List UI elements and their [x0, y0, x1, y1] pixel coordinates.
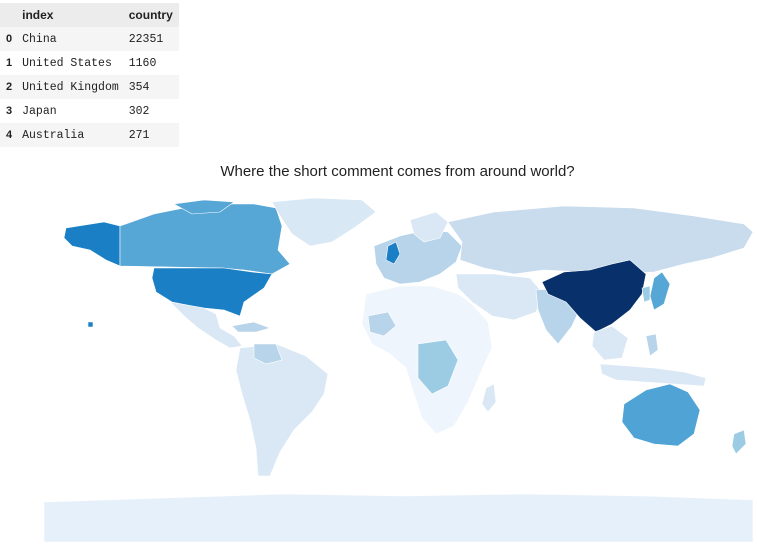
- table-row: 3 Japan 302: [0, 99, 179, 123]
- mexico-region[interactable]: [169, 301, 243, 349]
- south-america-accent[interactable]: [253, 343, 283, 365]
- hawaii-region[interactable]: [87, 321, 94, 328]
- country-name-cell: United Kingdom: [22, 80, 119, 94]
- index-column-header: [0, 3, 19, 27]
- country-name-cell: United States: [22, 56, 112, 70]
- russia-region[interactable]: [447, 205, 753, 275]
- canada-region[interactable]: [119, 203, 291, 275]
- southeast-asia-region[interactable]: [591, 325, 629, 361]
- table-column-header: index: [18, 3, 125, 27]
- country-name-cell: Australia: [22, 128, 85, 142]
- table-header-row: index country: [0, 3, 179, 27]
- comment-count-cell: 271: [128, 128, 150, 142]
- africa-accent-region[interactable]: [417, 339, 459, 395]
- data-table: index country 0 China 22351 1 United Sta…: [0, 3, 179, 147]
- south-america-region[interactable]: [235, 343, 329, 477]
- row-index: 2: [6, 81, 13, 93]
- united-states-region[interactable]: [151, 267, 273, 317]
- china-region[interactable]: [541, 259, 647, 333]
- comment-count-cell: 302: [128, 104, 150, 118]
- world-choropleth-map: [44, 198, 753, 542]
- comment-count-cell: 354: [128, 80, 150, 94]
- table-row: 0 China 22351: [0, 27, 179, 51]
- philippines-region[interactable]: [645, 333, 659, 357]
- australia-region[interactable]: [621, 383, 701, 447]
- row-index: 1: [6, 57, 13, 69]
- table-row: 1 United States 1160: [0, 51, 179, 75]
- row-index: 3: [6, 105, 13, 117]
- table-row: 4 Australia 271: [0, 123, 179, 147]
- japan-region[interactable]: [649, 271, 671, 311]
- comment-count-cell: 22351: [128, 32, 164, 46]
- korea-region[interactable]: [641, 285, 651, 303]
- indonesia-region[interactable]: [599, 363, 707, 387]
- table-row: 2 United Kingdom 354: [0, 75, 179, 99]
- comment-count-cell: 1160: [128, 56, 157, 70]
- map-title: Where the short comment comes from aroun…: [220, 163, 575, 180]
- scandinavia-region[interactable]: [409, 211, 449, 243]
- antarctica-region[interactable]: [44, 493, 753, 542]
- middle-east-region[interactable]: [455, 273, 545, 321]
- country-name-cell: Japan: [22, 104, 57, 118]
- new-zealand-region[interactable]: [731, 429, 747, 455]
- africa-west-accent[interactable]: [367, 311, 397, 337]
- arctic-islands-region[interactable]: [173, 199, 235, 215]
- country-name-cell: China: [22, 32, 57, 46]
- row-index: 4: [6, 129, 13, 141]
- alaska-region[interactable]: [63, 221, 121, 267]
- greenland-region[interactable]: [271, 198, 377, 247]
- united-kingdom-region[interactable]: [385, 241, 401, 265]
- madagascar-region[interactable]: [481, 383, 497, 413]
- row-index: 0: [6, 33, 13, 45]
- caribbean-region[interactable]: [231, 321, 271, 333]
- table-column-header: country: [124, 3, 179, 27]
